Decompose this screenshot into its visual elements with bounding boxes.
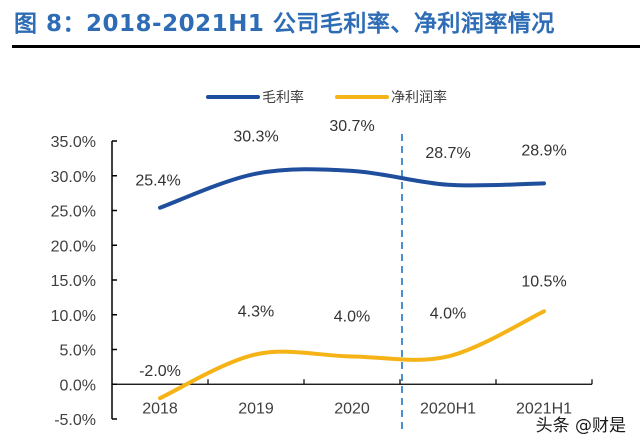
legend-label: 毛利率 <box>262 89 304 106</box>
data-label: 4.0% <box>334 308 370 325</box>
chart-title: 图 8：2018-2021H1 公司毛利率、净利润率情况 <box>14 11 555 37</box>
y-tick-label: 35.0% <box>51 134 96 151</box>
watermark: 头条 @财是 <box>535 416 626 436</box>
y-tick-label: 5.0% <box>60 343 96 360</box>
legend: 毛利率 净利润率 <box>206 89 447 106</box>
x-axis: 2018 2019 2020 2020H1 2021H1 <box>112 379 593 417</box>
data-labels: 25.4% 30.3% 30.7% 28.7% 28.9% -2.0% 4.3% 4.0% 4.… <box>135 118 566 380</box>
legend-label: 净利润率 <box>391 89 447 106</box>
y-tick-label: 10.0% <box>51 308 96 325</box>
x-tick-label: 2020H1 <box>420 400 476 417</box>
series-line-gross-margin <box>158 167 546 210</box>
y-axis: -5.0% 0.0% 5.0% 10.0% 15.0% 20.0% 25.0% 30.0% 35… <box>51 134 117 429</box>
y-tick-label: -5.0% <box>54 412 96 429</box>
data-label: 25.4% <box>135 173 180 190</box>
y-tick-label: 0.0% <box>60 377 96 394</box>
x-tick-label: 2018 <box>142 400 178 417</box>
title-rule <box>12 45 640 48</box>
data-label: 4.0% <box>430 305 466 322</box>
series-group <box>158 167 546 401</box>
data-label: -2.0% <box>139 363 181 380</box>
data-label: 28.9% <box>521 142 566 159</box>
data-label: 30.7% <box>329 118 374 135</box>
data-label: 10.5% <box>521 273 566 290</box>
x-tick-label: 2019 <box>238 400 274 417</box>
y-tick-label: 15.0% <box>51 273 96 290</box>
y-tick-label: 25.0% <box>51 204 96 221</box>
x-tick-label: 2021H1 <box>516 400 572 417</box>
y-tick-label: 30.0% <box>51 169 96 186</box>
x-tick-label: 2020 <box>334 400 370 417</box>
data-label: 4.3% <box>238 303 274 320</box>
data-label: 28.7% <box>425 145 470 162</box>
series-line-net-margin <box>158 309 546 401</box>
data-label: 30.3% <box>233 129 278 146</box>
y-tick-label: 20.0% <box>51 238 96 255</box>
